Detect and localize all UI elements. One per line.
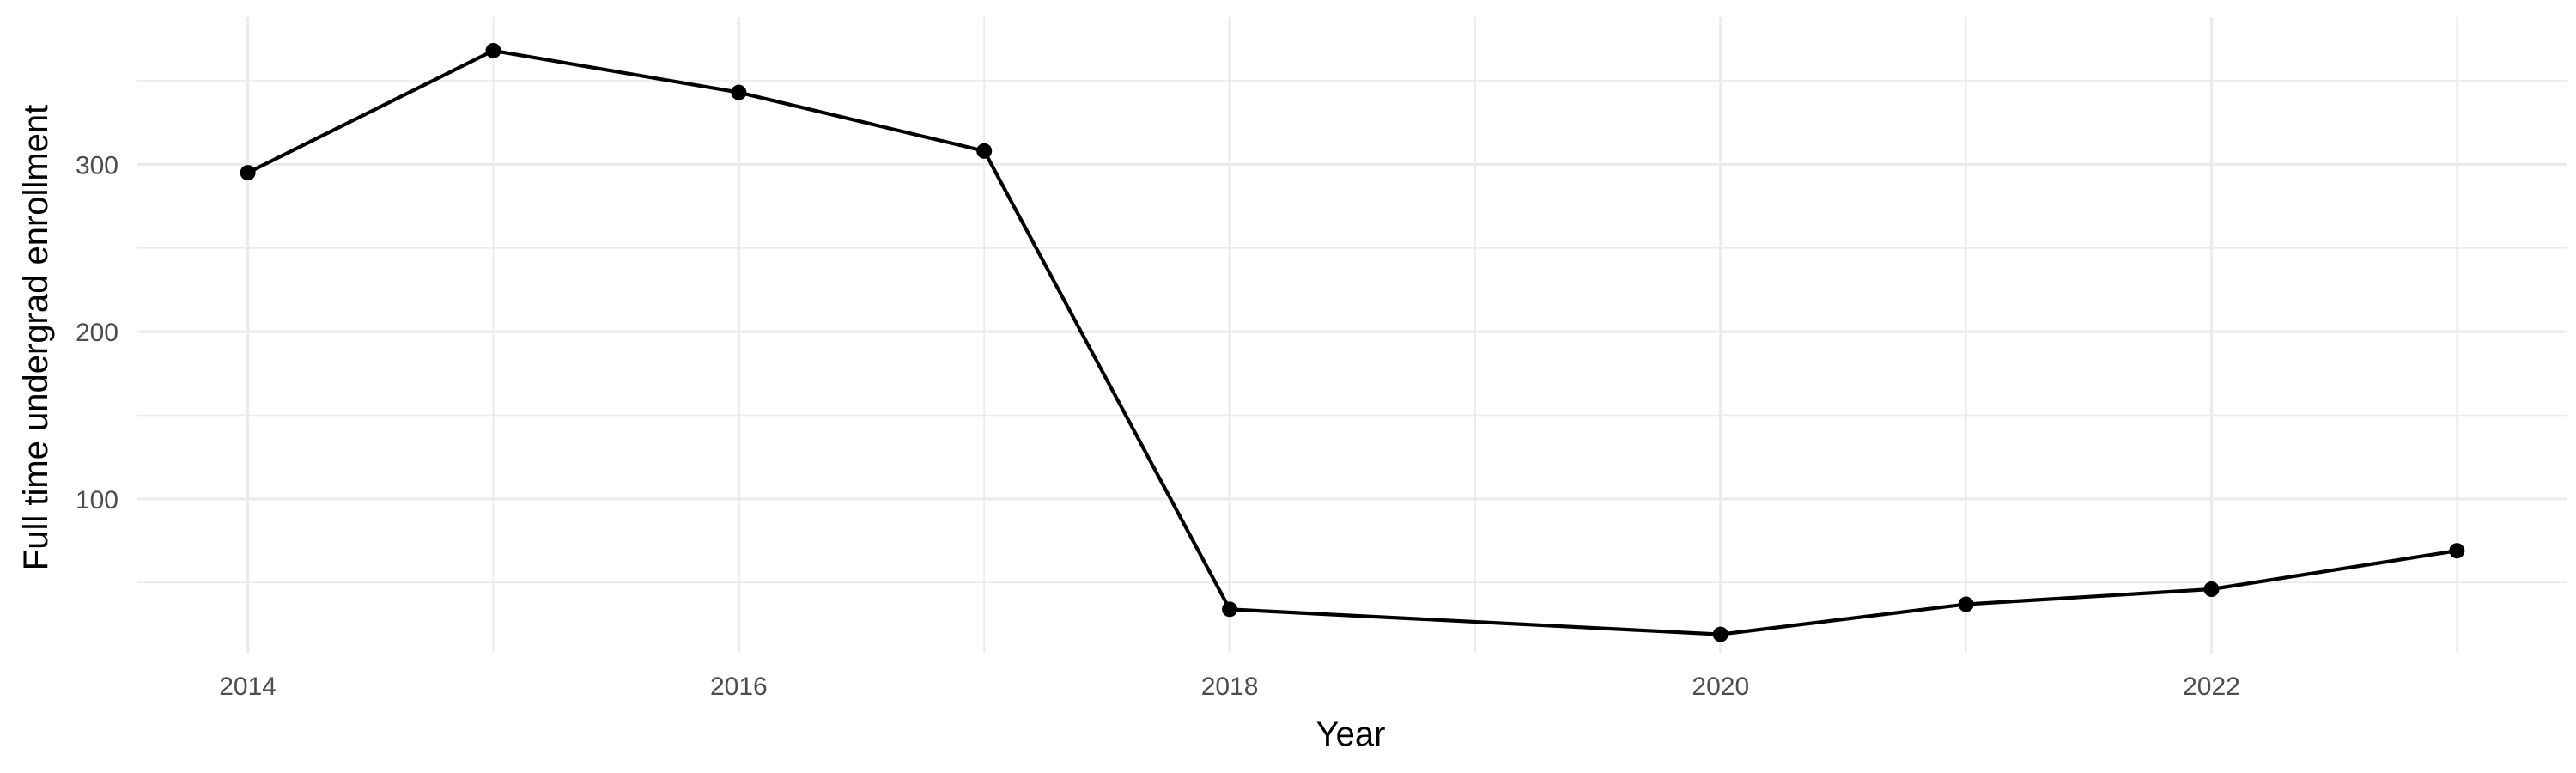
data-point: [240, 165, 256, 181]
data-point: [1712, 626, 1728, 642]
x-tick-label: 2020: [1692, 673, 1749, 701]
grid-layer: [137, 17, 2567, 653]
data-point: [2203, 581, 2220, 597]
x-tick-label: 2018: [1201, 673, 1259, 701]
y-tick-label: 300: [76, 151, 118, 180]
x-axis-title: Year: [1316, 715, 1386, 753]
y-axis-title: Full time undergrad enrollment: [17, 105, 55, 570]
y-tick-label: 100: [76, 486, 118, 514]
data-point: [976, 143, 993, 159]
data-point: [1222, 601, 1238, 618]
data-point: [731, 84, 747, 100]
x-tick-label: 2014: [219, 673, 276, 701]
series-layer: [240, 42, 2465, 642]
x-tick-label: 2016: [710, 673, 768, 701]
tick-label-layer: 100 200 300 2014 2016 2018 2020 2022: [76, 151, 2240, 701]
y-tick-label: 200: [76, 319, 118, 347]
series-line: [246, 48, 2459, 636]
data-point: [485, 42, 501, 58]
x-tick-label: 2022: [2183, 673, 2240, 701]
data-point: [1958, 596, 1974, 612]
data-point: [2449, 543, 2465, 559]
